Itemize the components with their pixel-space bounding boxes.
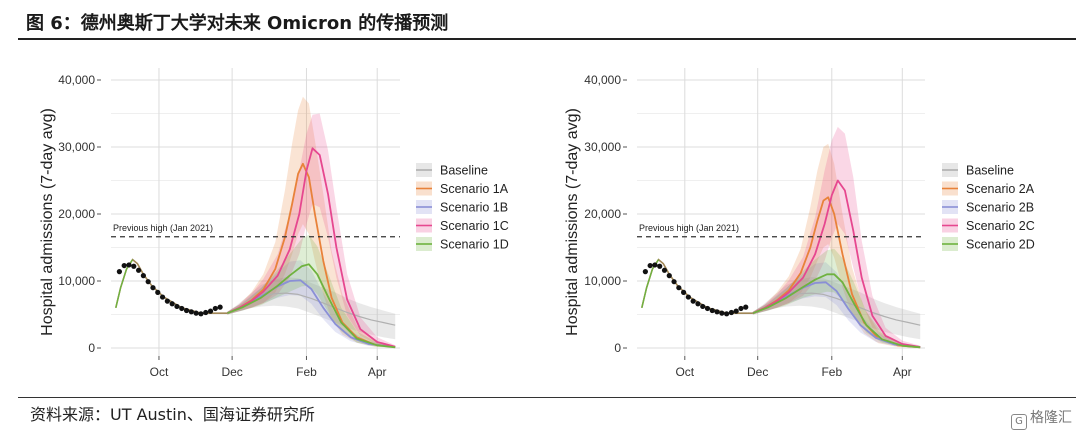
observed-point xyxy=(671,279,677,285)
observed-point xyxy=(150,285,156,291)
observed-point xyxy=(131,263,137,269)
observed-point xyxy=(164,298,170,304)
figure-title: 图 6：德州奥斯丁大学对未来 Omicron 的传播预测 xyxy=(26,13,449,34)
observed-point xyxy=(159,294,166,300)
observed-point xyxy=(719,310,725,316)
y-axis-title: Hospital admissions (7-day avg) xyxy=(39,108,56,336)
x-tick-label: Apr xyxy=(893,365,912,379)
watermark: G 格隆汇 xyxy=(1011,407,1072,430)
legend-label: Scenario 2D xyxy=(966,238,1035,252)
footer-divider xyxy=(18,397,1076,398)
y-tick-label: 10,000 xyxy=(584,274,621,288)
observed-point xyxy=(666,273,672,279)
legend-label: Baseline xyxy=(966,164,1014,178)
y-tick-label: 0 xyxy=(614,341,621,355)
observed-point xyxy=(188,309,194,315)
observed-point xyxy=(690,298,696,304)
legend-label: Scenario 1D xyxy=(440,238,509,252)
y-tick-label: 20,000 xyxy=(584,207,621,221)
series-line-3 xyxy=(226,279,396,348)
series-line-3 xyxy=(752,281,921,348)
observed-point xyxy=(709,307,715,314)
y-tick-label: 30,000 xyxy=(584,140,621,154)
observed-point xyxy=(207,308,214,314)
observed-point xyxy=(700,303,706,310)
y-tick-label: 10,000 xyxy=(58,274,95,288)
observed-point xyxy=(733,308,739,314)
legend-label: Scenario 2B xyxy=(966,201,1034,215)
figure-title-bar: 图 6：德州奥斯丁大学对未来 Omicron 的传播预测 xyxy=(18,0,1076,40)
y-tick-label: 40,000 xyxy=(584,73,621,87)
legend-label: Scenario 1C xyxy=(440,219,509,233)
watermark-text: 格隆汇 xyxy=(1030,410,1072,426)
series-line-4 xyxy=(752,179,921,348)
observed-point xyxy=(642,269,648,275)
y-tick-label: 30,000 xyxy=(58,140,95,154)
observed-point xyxy=(179,305,185,312)
observed-point xyxy=(212,305,218,312)
series-line-4 xyxy=(226,147,396,348)
series-band-4 xyxy=(227,113,396,348)
observed-point xyxy=(135,267,142,273)
chart-panel-1: Previous high (Jan 2021) 0 10,000 20,000 30,… xyxy=(39,68,509,379)
observed-point xyxy=(681,289,687,295)
y-tick-label: 0 xyxy=(88,341,95,355)
y-tick-label: 40,000 xyxy=(58,73,95,87)
x-tick-label: Dec xyxy=(747,365,768,379)
observed-point xyxy=(685,294,691,300)
observed-point xyxy=(738,305,744,312)
observed-point xyxy=(126,262,132,268)
observed-point xyxy=(183,307,190,314)
observed-point xyxy=(145,279,151,285)
series-band-3 xyxy=(752,262,921,348)
observed-point xyxy=(121,262,127,269)
legend-label: Scenario 1A xyxy=(440,182,509,196)
series-line-5 xyxy=(226,263,396,349)
series-line-5 xyxy=(752,273,921,349)
x-tick-label: Apr xyxy=(368,365,387,379)
observed-point xyxy=(657,263,663,269)
watermark-logo-icon: G xyxy=(1011,414,1027,430)
observed-point xyxy=(695,301,701,307)
observed-point xyxy=(676,285,682,291)
y-axis-title: Hospital admissions (7-day avg) xyxy=(564,108,581,336)
observed-point xyxy=(728,309,735,316)
observed-point xyxy=(724,311,730,317)
observed-point xyxy=(661,267,668,273)
x-tick-label: Feb xyxy=(296,365,317,379)
x-tick-label: Oct xyxy=(150,365,169,379)
observed-point xyxy=(647,262,653,269)
observed-point xyxy=(169,301,175,307)
reference-line-label: Previous high (Jan 2021) xyxy=(113,223,213,233)
legend-label: Scenario 2A xyxy=(966,182,1035,196)
observed-point xyxy=(217,304,223,310)
legend-label: Scenario 1B xyxy=(440,201,508,215)
observed-point xyxy=(174,303,180,310)
series-band-2 xyxy=(752,143,921,348)
source-note: 资料来源：UT Austin、国海证券研究所 xyxy=(30,405,315,424)
observed-point xyxy=(652,262,658,268)
chart-panel-2: Previous high (Jan 2021) 0 10,000 20,000 30,… xyxy=(564,68,1035,379)
observed-point xyxy=(193,310,199,316)
x-tick-label: Feb xyxy=(821,365,842,379)
x-tick-label: Oct xyxy=(675,365,694,379)
observed-point xyxy=(198,311,204,317)
observed-point xyxy=(203,309,209,316)
observed-point xyxy=(704,305,711,312)
x-tick-label: Dec xyxy=(221,365,242,379)
observed-point xyxy=(140,273,146,279)
legend-label: Scenario 2C xyxy=(966,219,1035,233)
series-band-3 xyxy=(227,260,396,348)
observed-point xyxy=(714,309,720,315)
y-tick-label: 20,000 xyxy=(58,207,95,221)
observed-point xyxy=(155,289,161,295)
reference-line-label: Previous high (Jan 2021) xyxy=(639,223,739,233)
observed-point xyxy=(116,269,122,275)
legend-label: Baseline xyxy=(440,164,488,178)
observed-point xyxy=(743,304,749,310)
